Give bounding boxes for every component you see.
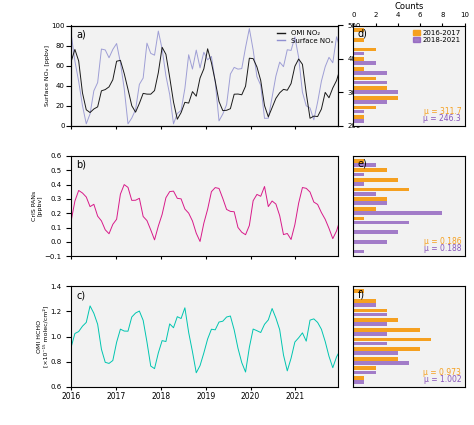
Text: μ = 0.188: μ = 0.188 (424, 244, 461, 253)
Bar (353, 337, 431, 341)
Bar (353, 361, 409, 365)
Bar (353, 322, 387, 326)
Text: e): e) (358, 159, 367, 169)
Bar (353, 115, 365, 119)
Y-axis label: CrIS PANs
[ppbv]: CrIS PANs [ppbv] (32, 191, 43, 221)
Bar (353, 371, 375, 374)
Bar (353, 376, 365, 380)
Bar (353, 366, 375, 370)
Bar (353, 198, 387, 201)
Bar (353, 86, 387, 90)
Bar (353, 299, 375, 303)
Bar (353, 52, 365, 55)
Bar (353, 289, 365, 293)
Text: c): c) (76, 290, 86, 300)
Y-axis label: OMI NO₂
[×10⁻¹³ molec/cm²]: OMI NO₂ [×10⁻¹³ molec/cm²] (363, 45, 374, 106)
Bar (353, 67, 365, 71)
Bar (353, 96, 398, 99)
Text: μ = 246.3: μ = 246.3 (423, 114, 461, 123)
Bar (353, 250, 365, 253)
Text: μ = 0.973: μ = 0.973 (423, 368, 461, 377)
Bar (353, 91, 398, 94)
Bar (353, 230, 398, 234)
Y-axis label: OMI HCHO
[×10⁻¹⁵ molec/cm²]: OMI HCHO [×10⁻¹⁵ molec/cm²] (37, 306, 49, 367)
Text: μ = 311.7: μ = 311.7 (424, 107, 461, 116)
Bar (353, 207, 375, 211)
Bar (353, 188, 409, 191)
Bar (353, 100, 387, 104)
Bar (353, 332, 387, 336)
Bar (353, 48, 375, 51)
Bar (353, 173, 365, 176)
Bar (353, 303, 375, 307)
Bar (353, 347, 420, 351)
Text: μ = 1.002: μ = 1.002 (424, 375, 461, 384)
Bar (353, 318, 398, 322)
Bar (353, 110, 365, 113)
Bar (353, 71, 387, 75)
Bar (353, 168, 387, 172)
Bar (353, 221, 409, 224)
Legend: OMI NO₂, Surface NOₓ: OMI NO₂, Surface NOₓ (275, 29, 335, 45)
Bar (353, 380, 365, 384)
Bar (353, 201, 387, 205)
Text: μ = 0.186: μ = 0.186 (424, 237, 461, 246)
Bar (353, 240, 387, 244)
Bar (353, 357, 398, 360)
Bar (353, 57, 365, 61)
Legend: 2016-2017, 2018-2021: 2016-2017, 2018-2021 (412, 29, 461, 44)
Bar (353, 159, 365, 162)
Bar (353, 119, 365, 123)
Text: f): f) (358, 289, 365, 300)
Bar (353, 211, 442, 215)
Bar (353, 105, 375, 109)
Bar (353, 81, 387, 84)
Text: d): d) (358, 28, 367, 39)
Bar (353, 38, 365, 42)
Bar (353, 163, 375, 167)
Bar (353, 28, 365, 32)
Y-axis label: Surface NOₓ [ppbv]: Surface NOₓ [ppbv] (45, 45, 50, 106)
Bar (353, 178, 398, 182)
Text: b): b) (76, 160, 86, 170)
Bar (353, 351, 398, 355)
Bar (353, 309, 387, 312)
Bar (353, 342, 387, 345)
Bar (353, 182, 365, 186)
Bar (353, 328, 420, 332)
Bar (353, 61, 375, 65)
Bar (353, 217, 365, 221)
Bar (353, 192, 375, 196)
Bar (353, 313, 387, 316)
Title: Counts: Counts (394, 2, 424, 11)
Text: a): a) (76, 29, 86, 40)
Bar (353, 76, 375, 80)
